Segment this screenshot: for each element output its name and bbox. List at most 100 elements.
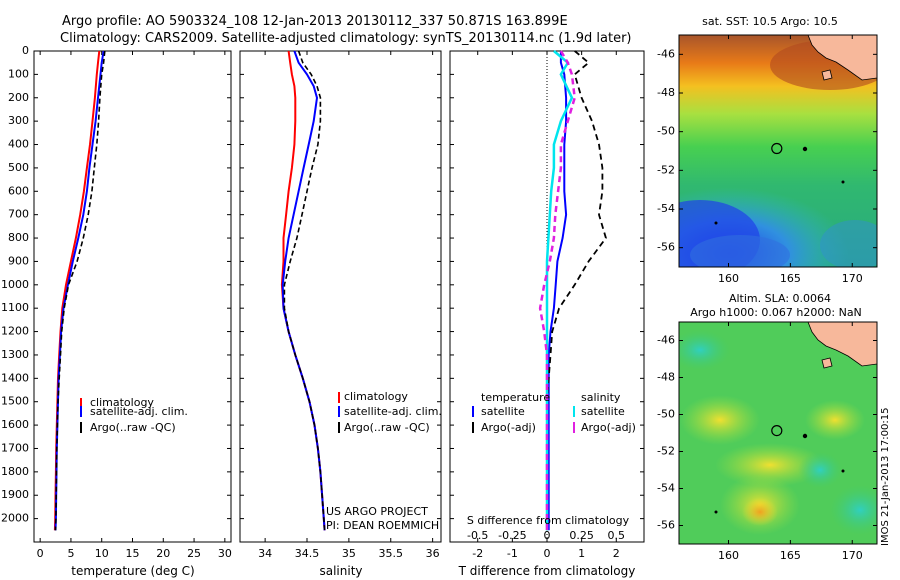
sst-map-frame — [678, 34, 878, 268]
t-difference-tick-label: 0 — [544, 547, 551, 560]
depth-tick-label: 1000 — [1, 278, 29, 291]
depth-tick-label: 500 — [8, 161, 29, 174]
temperature-legend: climatology satellite-adj. clim. Argo(..… — [80, 396, 188, 434]
t-difference-tick-label: -2 — [472, 547, 483, 560]
temperature-tick-label: 25 — [187, 547, 201, 560]
depth-tick-label: 1900 — [1, 488, 29, 501]
legend-label-salinity-argo: Argo(-adj) — [581, 421, 636, 434]
temperature-panel: 0100200300400500600700800900100011001200… — [1, 44, 232, 578]
header-line-2: Climatology: CARS2009. Satellite-adjuste… — [60, 31, 632, 46]
legend-label-climatology: climatology — [90, 396, 154, 409]
salinity-tick-label: 34 — [258, 547, 272, 560]
temperature-tick-label: 30 — [218, 547, 232, 560]
s-difference-tick-label: 0 — [544, 529, 551, 542]
longitude-tick-label: 165 — [780, 549, 801, 562]
argo-float-marker — [771, 142, 783, 155]
imos-watermark: IMOS 21-Jan-2013 17:00:15 — [880, 408, 891, 546]
sst-map-title: sat. SST: 10.5 Argo: 10.5 — [702, 15, 838, 28]
difference-legend: temperature satellite Argo(-adj) salinit… — [472, 391, 636, 434]
depth-tick-label: 1200 — [1, 325, 29, 338]
sla-map-frame — [678, 321, 878, 545]
latitude-tick-label: -56 — [657, 241, 675, 254]
credit-line-1: US ARGO PROJECT — [326, 505, 428, 518]
argo-line — [54, 50, 106, 531]
campbell-island — [841, 180, 845, 184]
difference-panel: -2 -1 0 1 2 -0.5 -0.25 0 0.25 0.5 temperature sat… — [449, 50, 645, 578]
salinity-axes — [239, 50, 442, 543]
latitude-tick-label: -48 — [657, 371, 675, 384]
latitude-tick-label: -52 — [657, 445, 675, 458]
temperature-tick-label: 0 — [37, 547, 44, 560]
sst-map-panel: sat. SST: 10.5 Argo: 10.5 -46 -48 -50 -52 -5… — [657, 15, 878, 285]
temperature-satellite-line — [547, 51, 568, 531]
depth-tick-label: 800 — [8, 231, 29, 244]
latitude-tick-label: -56 — [657, 519, 675, 532]
depth-tick-label: 1100 — [1, 301, 29, 314]
s-difference-tick-label: -0.25 — [498, 529, 526, 542]
latitude-tick-label: -46 — [657, 47, 675, 60]
temperature-tick-label: 5 — [67, 547, 74, 560]
longitude-tick-label: 160 — [718, 272, 739, 285]
macquarie-island — [714, 221, 718, 225]
legend-label-temperature-argo: Argo(-adj) — [481, 421, 536, 434]
depth-tick-label: 200 — [8, 91, 29, 104]
satellite-line — [281, 50, 326, 531]
auckland-islands — [802, 146, 808, 152]
temperature-tick-label: 15 — [126, 547, 140, 560]
depth-tick-label: 1300 — [1, 348, 29, 361]
legend-label-argo: Argo(..raw -QC) — [344, 421, 430, 434]
header-line-1: Argo profile: AO 5903324_108 12-Jan-2013… — [62, 14, 568, 29]
latitude-tick-label: -48 — [657, 86, 675, 99]
depth-tick-label: 400 — [8, 138, 29, 151]
salinity-tick-label: 36 — [426, 547, 440, 560]
credit-line-2: PI: DEAN ROEMMICH — [326, 519, 439, 532]
depth-tick-label: 900 — [8, 254, 29, 267]
sla-map-title: Altim. SLA: 0.0064 — [729, 292, 831, 305]
latitude-tick-label: -54 — [657, 202, 675, 215]
latitude-tick-label: -54 — [657, 482, 675, 495]
sla-field — [679, 322, 877, 544]
argo-float-marker — [771, 425, 783, 437]
legend-title-salinity: salinity — [581, 391, 621, 404]
stewart-island — [821, 357, 833, 369]
depth-tick-label: 1600 — [1, 418, 29, 431]
depth-tick-label: 300 — [8, 114, 29, 127]
temperature-argo-line — [546, 50, 607, 531]
auckland-islands — [802, 433, 808, 439]
temperature-tick-label: 20 — [156, 547, 170, 560]
salinity-legend: climatology satellite-adj. clim. Argo(..… — [338, 390, 442, 434]
salinity-tick-label: 34.5 — [295, 547, 320, 560]
sst-field — [679, 35, 877, 267]
longitude-tick-label: 165 — [780, 272, 801, 285]
legend-label-temperature-satellite: satellite — [481, 405, 525, 418]
salinity-argo-line — [538, 50, 576, 531]
campbell-island — [841, 469, 845, 473]
salinity-tick-label: 35 — [342, 547, 356, 560]
sla-map-panel: Altim. SLA: 0.0064 Argo h1000: 0.067 h20… — [657, 292, 878, 562]
salinity-tick-label: 35.5 — [379, 547, 404, 560]
depth-tick-label: 1400 — [1, 371, 29, 384]
t-difference-tick-label: -1 — [507, 547, 518, 560]
depth-tick-label: 1500 — [1, 395, 29, 408]
depth-tick-label: 0 — [22, 44, 29, 57]
depth-tick-label: 100 — [8, 67, 29, 80]
longitude-tick-label: 170 — [842, 272, 863, 285]
stewart-island — [821, 69, 833, 81]
depth-tick-label: 2000 — [1, 512, 29, 525]
new-zealand-land — [807, 35, 877, 81]
temperature-x-axis-label: temperature (deg C) — [71, 564, 194, 578]
depth-tick-label: 700 — [8, 208, 29, 221]
t-difference-tick-label: 1 — [578, 547, 585, 560]
sla-map-subtitle: Argo h1000: 0.067 h2000: NaN — [690, 306, 862, 319]
s-difference-axis-label: S difference from climatology — [467, 514, 630, 527]
latitude-tick-label: -50 — [657, 125, 675, 138]
salinity-panel: 34 34.5 35 35.5 36 climatology satellite-adj… — [239, 50, 442, 578]
legend-label-satellite: satellite-adj. clim. — [90, 405, 188, 418]
depth-tick-label: 1700 — [1, 441, 29, 454]
depth-tick-label: 600 — [8, 184, 29, 197]
new-zealand-land — [807, 322, 877, 367]
argo-line — [283, 50, 326, 531]
longitude-tick-label: 170 — [842, 549, 863, 562]
legend-label-satellite: satellite-adj. clim. — [344, 405, 442, 418]
